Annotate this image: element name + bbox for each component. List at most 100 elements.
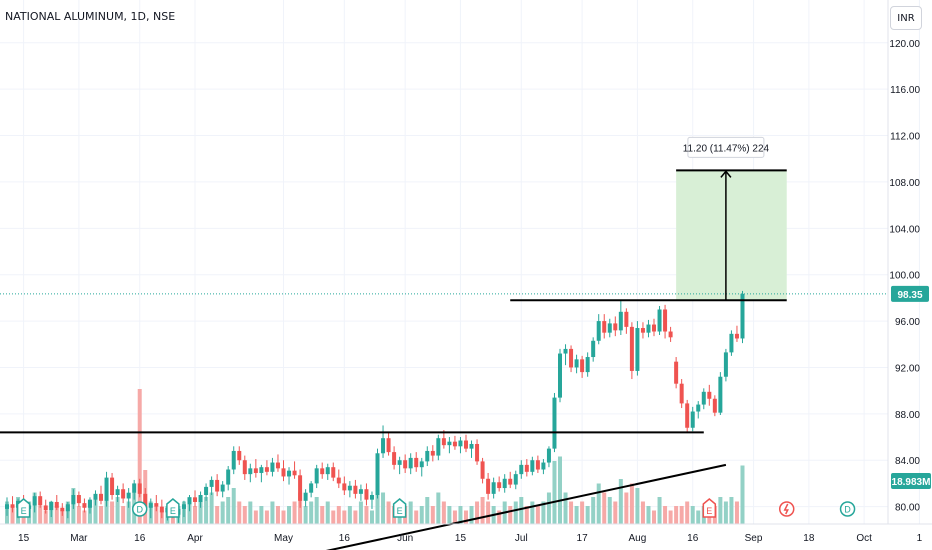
volume-bar — [640, 501, 645, 524]
candle — [159, 506, 164, 513]
candle — [154, 503, 159, 507]
candle — [734, 333, 739, 339]
volume-bar — [535, 506, 540, 524]
candle — [607, 323, 612, 333]
volume-bar — [381, 492, 386, 524]
candle — [640, 328, 645, 333]
candle — [43, 505, 48, 511]
volume-bar — [281, 510, 286, 524]
earnings-letter: E — [397, 506, 403, 516]
volume-bar — [563, 492, 568, 524]
earnings-icon — [16, 498, 31, 518]
candle — [275, 462, 280, 469]
candle — [535, 460, 540, 470]
volume-bar — [82, 510, 87, 524]
volume-bar — [126, 501, 131, 524]
x-tick-label: Oct — [856, 533, 872, 544]
candle — [712, 398, 717, 413]
candle — [491, 482, 496, 494]
candle — [320, 468, 325, 475]
volume-bar — [696, 510, 701, 524]
candle — [701, 391, 706, 405]
candle — [71, 495, 76, 505]
candle — [585, 357, 590, 373]
candle — [104, 477, 109, 501]
volume-bar — [729, 497, 734, 524]
candle — [458, 440, 463, 447]
volume-bar — [441, 501, 446, 524]
volume-bar — [602, 492, 607, 524]
volume-bar — [204, 497, 209, 524]
candle — [369, 495, 374, 500]
volume-bar — [60, 510, 65, 524]
volume-bar — [618, 479, 623, 524]
dividend-letter: D — [844, 505, 851, 515]
candle — [392, 452, 397, 465]
candle — [690, 411, 695, 428]
volume-bar — [99, 506, 104, 524]
candle — [580, 359, 585, 373]
volume-bar — [369, 510, 374, 524]
volume-bar — [447, 506, 452, 524]
volume-bar — [430, 506, 435, 524]
candle — [259, 467, 264, 473]
volume-tag — [891, 473, 931, 489]
candle — [663, 309, 668, 332]
symbol-title: NATIONAL ALUMINUM, 1D, NSE — [5, 10, 176, 23]
volume-bar — [408, 501, 413, 524]
candle — [204, 486, 209, 496]
volume-bar — [154, 506, 159, 524]
x-tick-label: Jul — [515, 533, 528, 544]
candle — [126, 492, 131, 499]
candle — [602, 321, 607, 333]
volume-bar — [54, 506, 59, 524]
candle — [375, 453, 380, 496]
volume-bar — [110, 501, 115, 524]
candle — [596, 321, 601, 341]
volume-bar — [287, 506, 292, 524]
price-range-box — [676, 170, 787, 301]
last-price-tag — [891, 285, 929, 302]
candle — [723, 352, 728, 377]
candle — [148, 503, 153, 508]
candle — [309, 483, 314, 493]
candle — [652, 324, 657, 332]
candle — [38, 496, 43, 506]
volume-bar — [121, 506, 126, 524]
currency-selector[interactable]: INR — [890, 6, 922, 30]
volume-bar — [685, 501, 690, 524]
candle — [447, 441, 452, 446]
candle — [32, 496, 37, 506]
candle — [629, 326, 634, 371]
candle — [287, 470, 292, 477]
flash-icon — [783, 503, 789, 515]
candle — [674, 361, 679, 384]
volume-bar — [292, 501, 297, 524]
candle — [463, 440, 468, 449]
candle — [480, 461, 485, 479]
volume-bar — [414, 510, 419, 524]
volume-bar — [93, 497, 98, 524]
x-tick-label: 16 — [134, 533, 146, 544]
x-tick-label: Jun — [397, 533, 413, 544]
volume-bar — [663, 506, 668, 524]
volume-bar — [38, 506, 43, 524]
candle — [408, 457, 413, 469]
candle — [591, 340, 596, 358]
candle — [524, 464, 529, 472]
volume-bar — [336, 506, 341, 524]
candle — [707, 391, 712, 399]
volume-bar — [486, 501, 491, 524]
volume-bar — [386, 501, 391, 524]
y-tick-label: 80.00 — [895, 503, 920, 514]
volume-bar — [198, 501, 203, 524]
volume-bar — [358, 501, 363, 524]
candle — [298, 475, 303, 501]
candle — [624, 311, 629, 327]
volume-bar — [690, 506, 695, 524]
candle — [475, 443, 480, 462]
candle — [237, 450, 242, 461]
candle — [425, 450, 430, 462]
candle — [430, 450, 435, 456]
